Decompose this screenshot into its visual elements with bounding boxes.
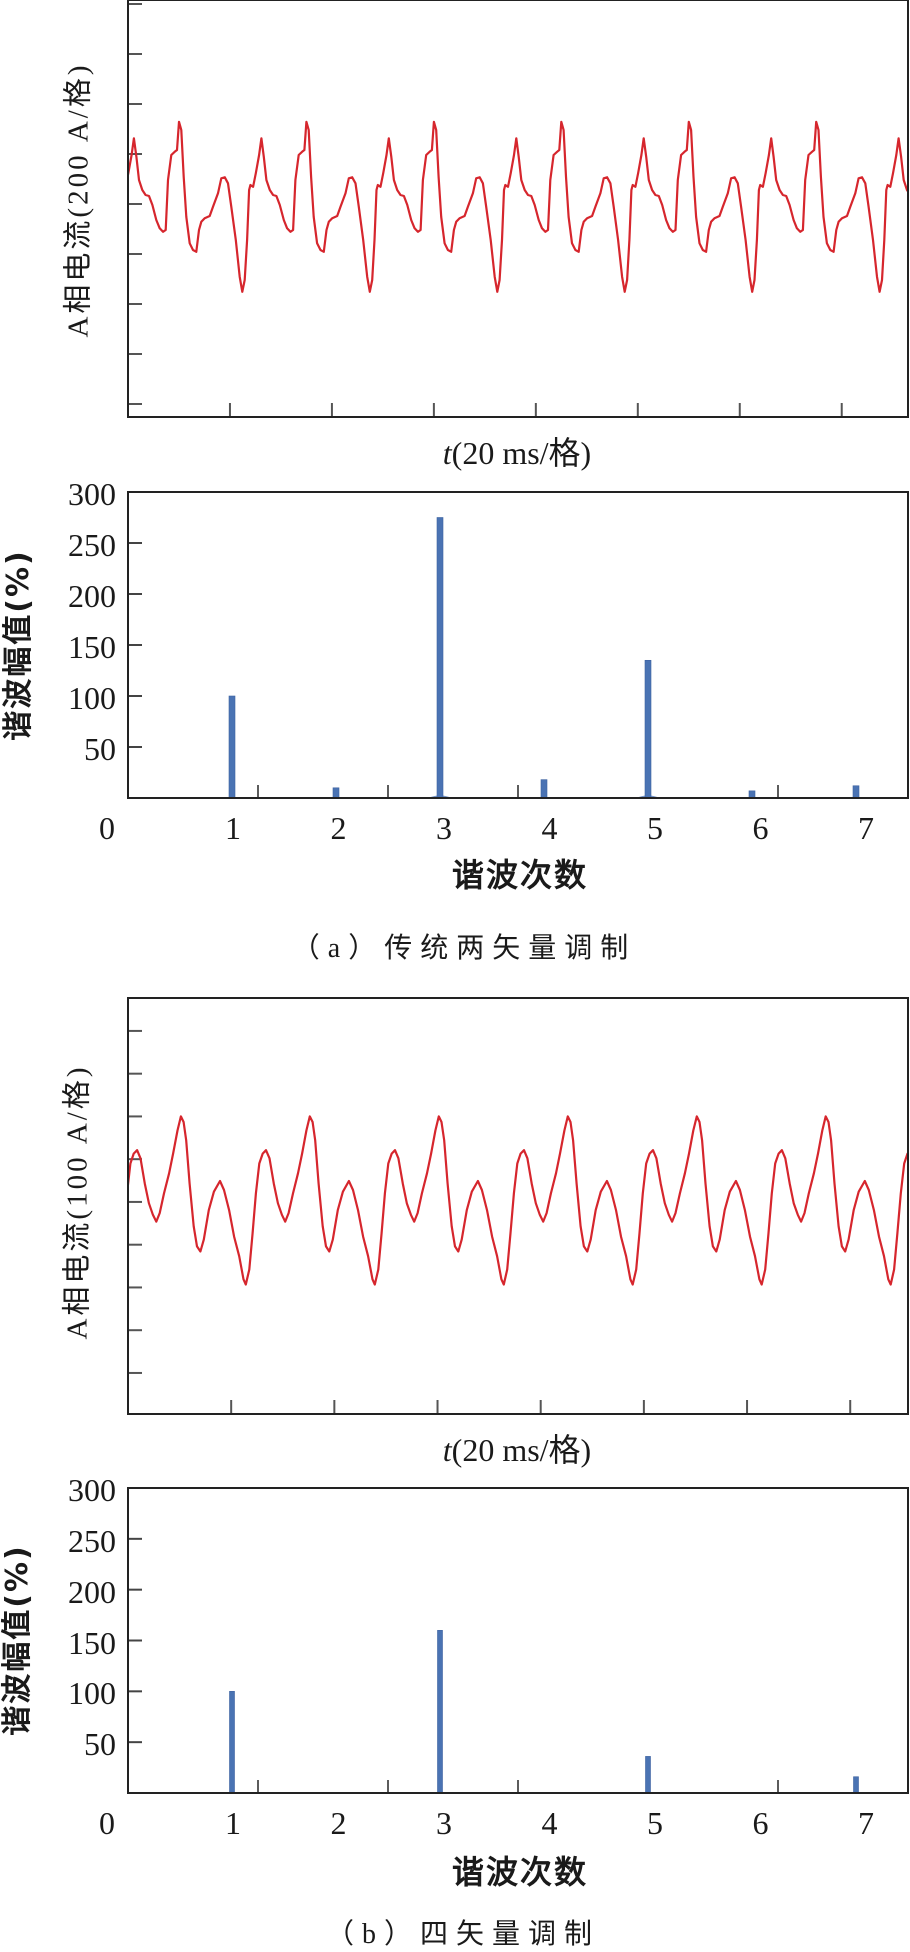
x-tick-label: 6 [752, 1805, 769, 1841]
x-tick-label: 7 [858, 1805, 874, 1841]
harmonic-bar-3 [436, 517, 444, 799]
harmonic-bar-5 [645, 1756, 651, 1794]
x-tick-label: 6 [752, 810, 769, 846]
waveform-b-xlabel: t(20 ms/格) [443, 1434, 591, 1466]
y-tick-label: 150 [68, 1624, 116, 1661]
y-tick-label: 300 [68, 1472, 116, 1508]
waveform-a-ylabel: A相电流(200 A/格) [62, 62, 95, 338]
spectrum-a-xlabel: 谐波次数 [451, 856, 589, 894]
spectrum-b-ylabel: 谐波幅值(%) [0, 1544, 35, 1736]
y-tick-label: 100 [68, 680, 116, 716]
harmonic-bar-7 [852, 785, 860, 799]
chart-b-spectrum [127, 1487, 909, 1794]
x-tick-label: 7 [858, 810, 874, 846]
harmonic-bar-1 [229, 1691, 235, 1794]
x-tick-label: 1 [225, 1805, 241, 1841]
caption-a: （a）传统两矢量调制 [291, 933, 637, 964]
caption-b: （b）四矢量调制 [325, 1919, 601, 1950]
y-tick-label: 50 [84, 1726, 116, 1763]
harmonic-bar-3 [437, 1630, 443, 1794]
y-tick-label: 50 [84, 731, 116, 767]
xlabel-variable: t [442, 435, 452, 471]
harmonic-bar-4 [540, 779, 548, 799]
harmonic-bar-1 [228, 695, 236, 799]
chart-b-waveform [127, 997, 909, 1415]
harmonic-bar-6 [748, 790, 756, 799]
y-tick-label: 150 [68, 629, 116, 665]
y-tick-label: 250 [68, 527, 116, 563]
current-waveform-line [128, 1115, 908, 1286]
y-tick-label: 300 [68, 476, 116, 512]
y-tick-label: 200 [68, 578, 116, 614]
plot-frame [127, 0, 909, 418]
y-tick-label: 250 [68, 1522, 116, 1559]
chart-a-spectrum [127, 491, 909, 799]
xlabel-unit: (20 ms/格) [451, 1432, 592, 1468]
plot-frame [127, 491, 909, 799]
x-tick-label: 4 [541, 1805, 558, 1841]
x-tick-label: 3 [436, 810, 452, 846]
waveform-a-xlabel: t(20 ms/格) [443, 437, 591, 469]
x-tick-label: 0 [99, 1805, 115, 1841]
plot-frame [127, 1487, 909, 1794]
current-waveform-line [128, 120, 908, 293]
harmonic-bar-2 [332, 787, 340, 799]
x-tick-label: 4 [541, 810, 558, 846]
x-tick-label: 0 [99, 810, 115, 846]
xlabel-variable: t [442, 1432, 452, 1468]
x-tick-label: 3 [436, 1805, 452, 1841]
x-tick-label: 2 [330, 810, 347, 846]
spectrum-b-xlabel: 谐波次数 [451, 1853, 589, 1891]
x-tick-label: 1 [225, 810, 241, 846]
chart-a-waveform [127, 0, 909, 418]
x-tick-label: 5 [647, 810, 663, 846]
x-tick-label: 5 [647, 1805, 663, 1841]
harmonic-bar-7 [853, 1776, 859, 1794]
waveform-b-ylabel: A相电流(100 A/格) [61, 1064, 94, 1340]
plot-frame [127, 997, 909, 1415]
xlabel-unit: (20 ms/格) [451, 435, 592, 471]
harmonic-bar-5 [644, 659, 652, 799]
y-tick-label: 100 [68, 1675, 116, 1712]
spectrum-a-ylabel: 谐波幅值(%) [1, 549, 36, 741]
x-tick-label: 2 [330, 1805, 347, 1841]
y-tick-label: 200 [68, 1573, 116, 1610]
